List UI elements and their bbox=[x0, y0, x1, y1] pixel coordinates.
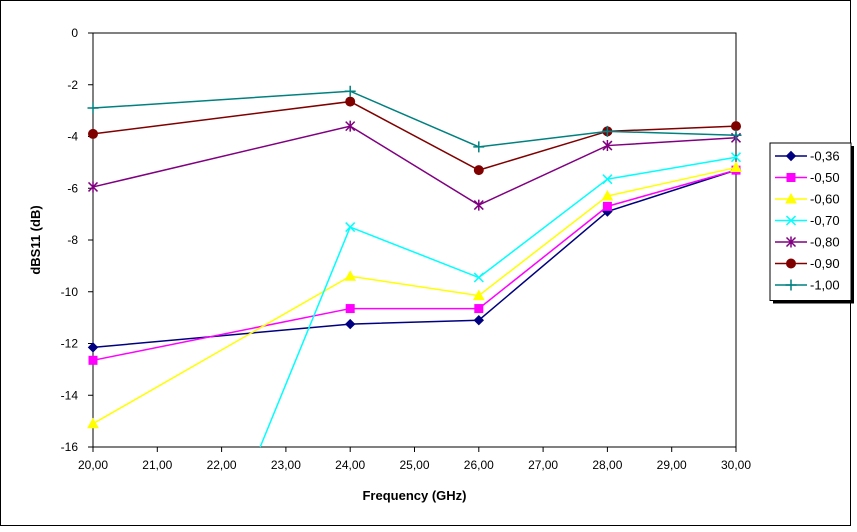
legend-marker bbox=[785, 192, 797, 204]
legend-marker bbox=[785, 150, 797, 162]
x-tick-label: 25,00 bbox=[399, 458, 429, 472]
data-point bbox=[345, 120, 356, 132]
data-point bbox=[344, 318, 356, 330]
series-2 bbox=[87, 161, 742, 429]
data-point bbox=[345, 222, 356, 233]
legend-label: -1,00 bbox=[810, 278, 840, 293]
legend-marker bbox=[785, 236, 797, 248]
legend-marker bbox=[786, 173, 796, 182]
legend-label: -0,70 bbox=[810, 213, 840, 228]
y-tick-label: -8 bbox=[67, 233, 78, 247]
y-tick-label: -10 bbox=[61, 285, 79, 299]
data-point bbox=[602, 201, 612, 211]
data-point bbox=[474, 304, 484, 314]
y-tick-label: -4 bbox=[67, 130, 78, 144]
legend-item: -0,50 bbox=[775, 170, 840, 185]
data-point bbox=[473, 199, 484, 211]
legend-items: -0,36 -0,50 -0,60 -0,70 -0,80 -0,90 -1,00 bbox=[775, 149, 840, 293]
legend-item: -0,36 bbox=[775, 149, 840, 164]
y-tick-label: -6 bbox=[67, 181, 78, 195]
data-point bbox=[472, 289, 485, 301]
data-point bbox=[473, 141, 485, 153]
x-tick-label: 22,00 bbox=[207, 458, 237, 472]
x-tick-label: 21,00 bbox=[142, 458, 172, 472]
legend-label: -0,60 bbox=[810, 192, 840, 207]
x-tick-label: 26,00 bbox=[464, 458, 494, 472]
x-tick-label: 23,00 bbox=[271, 458, 301, 472]
legend-box bbox=[769, 142, 852, 301]
x-tick-label: 27,00 bbox=[528, 458, 558, 472]
data-point bbox=[87, 102, 99, 114]
data-point bbox=[730, 129, 742, 141]
legend-item: -0,70 bbox=[775, 213, 840, 228]
data-point bbox=[601, 189, 614, 201]
data-point bbox=[473, 165, 484, 176]
data-point bbox=[730, 161, 742, 173]
data-point bbox=[87, 417, 99, 429]
x-axis-ticks: 20,00 21,00 22,00 23,00 24,00 25,00 26,00 27,00… bbox=[78, 447, 751, 472]
x-axis-title: Frequency (GHz) bbox=[362, 488, 466, 503]
data-point bbox=[345, 96, 356, 107]
series-5 bbox=[88, 96, 741, 176]
y-tick-label: -14 bbox=[61, 388, 79, 402]
data-point bbox=[344, 270, 357, 281]
x-tick-label: 29,00 bbox=[657, 458, 687, 472]
data-point bbox=[731, 121, 741, 132]
legend-item: -0,80 bbox=[775, 235, 840, 250]
legend-marker bbox=[785, 279, 797, 291]
legend-label: -0,90 bbox=[810, 256, 840, 271]
legend-marker bbox=[786, 258, 796, 269]
data-point bbox=[473, 315, 485, 326]
data-point bbox=[730, 152, 742, 163]
legend-item: -1,00 bbox=[775, 278, 840, 293]
data-point bbox=[88, 128, 98, 139]
y-tick-label: -16 bbox=[61, 440, 79, 454]
legend-marker bbox=[785, 215, 797, 226]
y-tick-label: 0 bbox=[71, 26, 78, 40]
data-point bbox=[602, 174, 613, 185]
x-tick-label: 20,00 bbox=[78, 458, 108, 472]
series-3 bbox=[259, 152, 742, 448]
data-point bbox=[344, 85, 356, 97]
y-tick-label: -2 bbox=[67, 78, 78, 92]
legend-item: -0,60 bbox=[775, 192, 840, 207]
x-tick-label: 30,00 bbox=[721, 458, 751, 472]
x-tick-label: 24,00 bbox=[335, 458, 365, 472]
y-axis-title: dBS11 (dB) bbox=[28, 205, 43, 274]
legend-item: -0,90 bbox=[775, 256, 840, 271]
y-axis-ticks: 0 -2 -4 -6 -8 -10 -12 -14 -16 bbox=[61, 26, 93, 454]
data-point bbox=[602, 140, 613, 152]
data-point bbox=[345, 304, 355, 314]
legend-label: -0,50 bbox=[810, 170, 840, 185]
series-layer bbox=[87, 85, 742, 448]
x-tick-label: 28,00 bbox=[592, 458, 622, 472]
plot-area bbox=[92, 32, 737, 448]
data-point bbox=[473, 272, 484, 283]
data-point bbox=[88, 355, 98, 365]
legend-label: -0,80 bbox=[810, 235, 840, 250]
y-tick-label: -12 bbox=[61, 337, 79, 351]
legend: -0,36 -0,50 -0,60 -0,70 -0,80 -0,90 -1,00 bbox=[769, 142, 854, 304]
legend-label: -0,36 bbox=[810, 149, 840, 164]
data-point bbox=[601, 125, 613, 137]
data-point bbox=[87, 342, 99, 353]
series-6 bbox=[87, 85, 742, 153]
data-point bbox=[87, 181, 99, 193]
